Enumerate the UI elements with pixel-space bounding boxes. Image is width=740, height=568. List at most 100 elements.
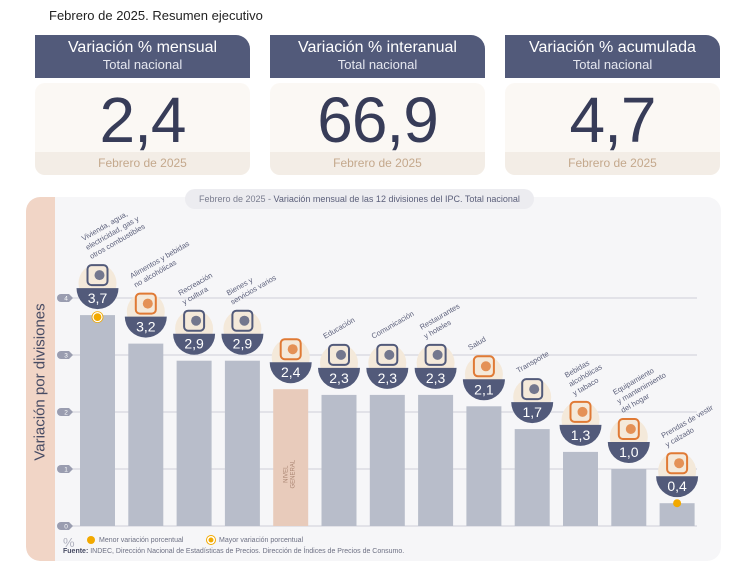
bar bbox=[224, 360, 260, 526]
badge-shape bbox=[559, 424, 602, 446]
kpi-title: Variación % acumulada bbox=[529, 39, 696, 56]
max-marker-icon bbox=[207, 536, 215, 544]
kpi-title: Variación % interanual bbox=[298, 39, 457, 56]
data-label: 3,7 bbox=[88, 290, 108, 306]
clothes-icon bbox=[666, 452, 689, 475]
data-label: 1,7 bbox=[522, 404, 542, 420]
icon-shape bbox=[666, 452, 689, 475]
kpi-value: 4,7 bbox=[569, 84, 657, 156]
data-label: 2,9 bbox=[233, 336, 253, 352]
data-label: 2,4 bbox=[281, 364, 301, 380]
value-badge: 0,4 bbox=[656, 452, 699, 498]
bar bbox=[659, 503, 695, 526]
value-badge: 2,3 bbox=[414, 343, 457, 389]
kpi-value: 2,4 bbox=[99, 84, 187, 156]
bottle-icon bbox=[569, 400, 592, 423]
icon-shape bbox=[231, 309, 254, 332]
data-label: 2,9 bbox=[184, 336, 204, 352]
data-label: 2,1 bbox=[474, 381, 494, 397]
badge-shape bbox=[511, 402, 554, 424]
y-tick-label: 1 bbox=[64, 467, 68, 474]
value-badge: 2,9 bbox=[221, 309, 264, 355]
bar bbox=[80, 315, 115, 526]
y-tick-marker bbox=[57, 294, 73, 302]
icon-shape bbox=[617, 418, 640, 440]
y-tick-marker bbox=[57, 522, 73, 530]
source-label: Fuente: bbox=[63, 548, 89, 555]
kpi-body: 2,4 Febrero de 2025 bbox=[35, 83, 250, 175]
badge-shape bbox=[462, 379, 505, 401]
chart-title-text: Variación mensual de las 12 divisiones d… bbox=[273, 194, 520, 204]
max-marker-ring bbox=[91, 311, 104, 324]
icon-shape bbox=[191, 315, 202, 326]
icon-shape bbox=[142, 298, 153, 309]
icon-shape bbox=[577, 406, 588, 417]
recreation-icon bbox=[183, 309, 206, 332]
kpi-card-accumulated: Variación % acumulada Total nacional 4,7… bbox=[505, 35, 720, 175]
bar bbox=[273, 389, 309, 526]
data-label: 2,3 bbox=[426, 370, 446, 386]
kpi-header: Variación % mensual Total nacional bbox=[35, 35, 250, 78]
icon-shape bbox=[376, 343, 399, 366]
source-note: Fuente: INDEC, Dirección Nacional de Est… bbox=[63, 548, 404, 555]
y-tick-label: 3 bbox=[64, 353, 68, 360]
kpi-value: 66,9 bbox=[317, 84, 439, 156]
kpi-title: Variación % mensual bbox=[67, 39, 218, 56]
bar bbox=[563, 451, 598, 526]
kpi-date: Febrero de 2025 bbox=[270, 152, 485, 175]
y-tick-label: 2 bbox=[64, 410, 68, 417]
house-utilities-icon bbox=[86, 264, 109, 287]
icon-shape bbox=[529, 384, 540, 395]
bar bbox=[514, 429, 550, 526]
notebook-icon bbox=[328, 343, 350, 366]
bus-icon bbox=[521, 378, 544, 401]
grooming-icon bbox=[231, 309, 254, 332]
kpi-card-yearly: Variación % interanual Total nacional 66… bbox=[270, 35, 485, 175]
badge-shape bbox=[76, 288, 119, 310]
bar bbox=[128, 343, 164, 526]
y-tick-marker bbox=[57, 351, 73, 359]
kpi-body: 4,7 Febrero de 2025 bbox=[505, 83, 720, 175]
icon-shape bbox=[472, 355, 495, 378]
badge-shape bbox=[124, 316, 167, 338]
value-badge: 2,4 bbox=[269, 338, 312, 384]
y-axis-band: Variación por divisiones bbox=[26, 197, 55, 561]
legend-label: Menor variación porcentual bbox=[99, 536, 184, 544]
badge-shape bbox=[318, 367, 360, 389]
legend-item-max: Mayor variación porcentual bbox=[207, 536, 303, 544]
value-badge: 2,1 bbox=[462, 355, 505, 401]
value-badge: 3,7 bbox=[76, 264, 119, 310]
kpi-card-monthly: Variación % mensual Total nacional 2,4 F… bbox=[35, 35, 250, 175]
badge-shape bbox=[656, 476, 699, 498]
value-badge: 2,3 bbox=[366, 343, 409, 389]
badge-shape bbox=[269, 362, 312, 384]
value-badge: 1,3 bbox=[559, 400, 602, 446]
icon-shape bbox=[424, 343, 447, 366]
legend-label: Mayor variación porcentual bbox=[219, 536, 304, 544]
icon-shape bbox=[569, 400, 592, 423]
bar bbox=[418, 394, 454, 526]
kpi-subtitle: Total nacional bbox=[337, 57, 418, 72]
category-label: Comunicación bbox=[370, 309, 416, 341]
bar bbox=[466, 406, 502, 526]
y-tick-label: 0 bbox=[64, 524, 68, 531]
highlight-bar-label: GENERAL bbox=[291, 459, 297, 488]
data-label: 2,3 bbox=[378, 370, 398, 386]
appliance-icon bbox=[617, 418, 640, 440]
badge-shape bbox=[607, 442, 650, 463]
badge-shape bbox=[221, 333, 264, 355]
icon-shape bbox=[480, 361, 491, 372]
icon-shape bbox=[328, 343, 350, 366]
badge-shape bbox=[414, 367, 457, 389]
data-label: 1,0 bbox=[619, 444, 639, 460]
bar bbox=[176, 360, 212, 526]
chart-title-separator: - bbox=[265, 194, 274, 204]
badge-shape bbox=[173, 333, 216, 355]
min-marker bbox=[673, 499, 682, 508]
min-marker-icon bbox=[87, 536, 95, 544]
data-label: 1,3 bbox=[571, 427, 591, 443]
first-aid-icon bbox=[472, 355, 495, 378]
unit-label: % bbox=[63, 535, 75, 550]
icon-shape bbox=[287, 344, 298, 355]
y-tick-label: 4 bbox=[64, 296, 68, 303]
